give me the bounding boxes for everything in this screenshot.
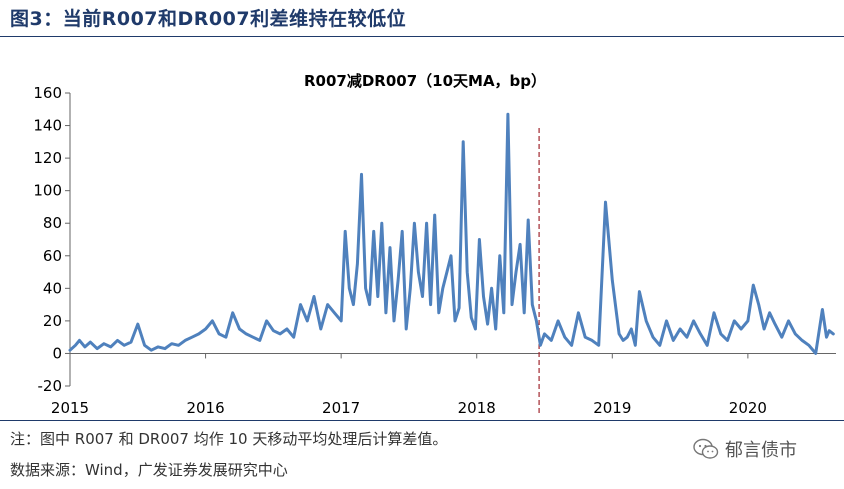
chart-title: R007减DR007（10天MA，bp） — [304, 72, 546, 90]
y-tick-label: 100 — [33, 182, 62, 200]
y-tick-label: -20 — [38, 377, 63, 395]
y-tick-label: 80 — [43, 214, 62, 232]
data-source: 数据来源：Wind，广发证券发展研究中心 — [10, 461, 288, 479]
series-line — [68, 112, 835, 355]
y-tick-label: 20 — [43, 312, 62, 330]
chart-note: 注：图中 R007 和 DR007 均作 10 天移动平均处理后计算差值。 — [10, 430, 448, 448]
y-tick-label: 160 — [33, 84, 62, 102]
y-tick-label: 60 — [43, 247, 62, 265]
y-tick-label: 140 — [33, 117, 62, 135]
x-tick-label: 2016 — [186, 399, 224, 417]
y-tick-label: 120 — [33, 149, 62, 167]
x-tick-label: 2018 — [458, 399, 496, 417]
x-tick-label: 2015 — [51, 399, 89, 417]
watermark-text: 郁言债市 — [725, 440, 797, 461]
y-tick-label: 0 — [52, 344, 62, 362]
watermark: 郁言债市 — [693, 436, 797, 462]
x-tick-label: 2017 — [322, 399, 360, 417]
y-tick-label: 40 — [43, 279, 62, 297]
figure-title: 图3：当前R007和DR007利差维持在较低位 — [10, 8, 407, 30]
x-tick-label: 2020 — [729, 399, 767, 417]
line-chart: R007减DR007（10天MA，bp） -20 0 20 40 60 80 100 120 1… — [33, 72, 836, 417]
x-tick-label: 2019 — [593, 399, 631, 417]
title-divider — [0, 36, 844, 37]
y-axis: -20 0 20 40 60 80 100 120 140 160 — [33, 84, 71, 395]
plot-area — [68, 112, 835, 415]
footer-divider — [0, 420, 844, 421]
wechat-icon — [693, 438, 719, 459]
x-axis: 2015 2016 2017 2018 2019 2020 — [51, 352, 836, 417]
